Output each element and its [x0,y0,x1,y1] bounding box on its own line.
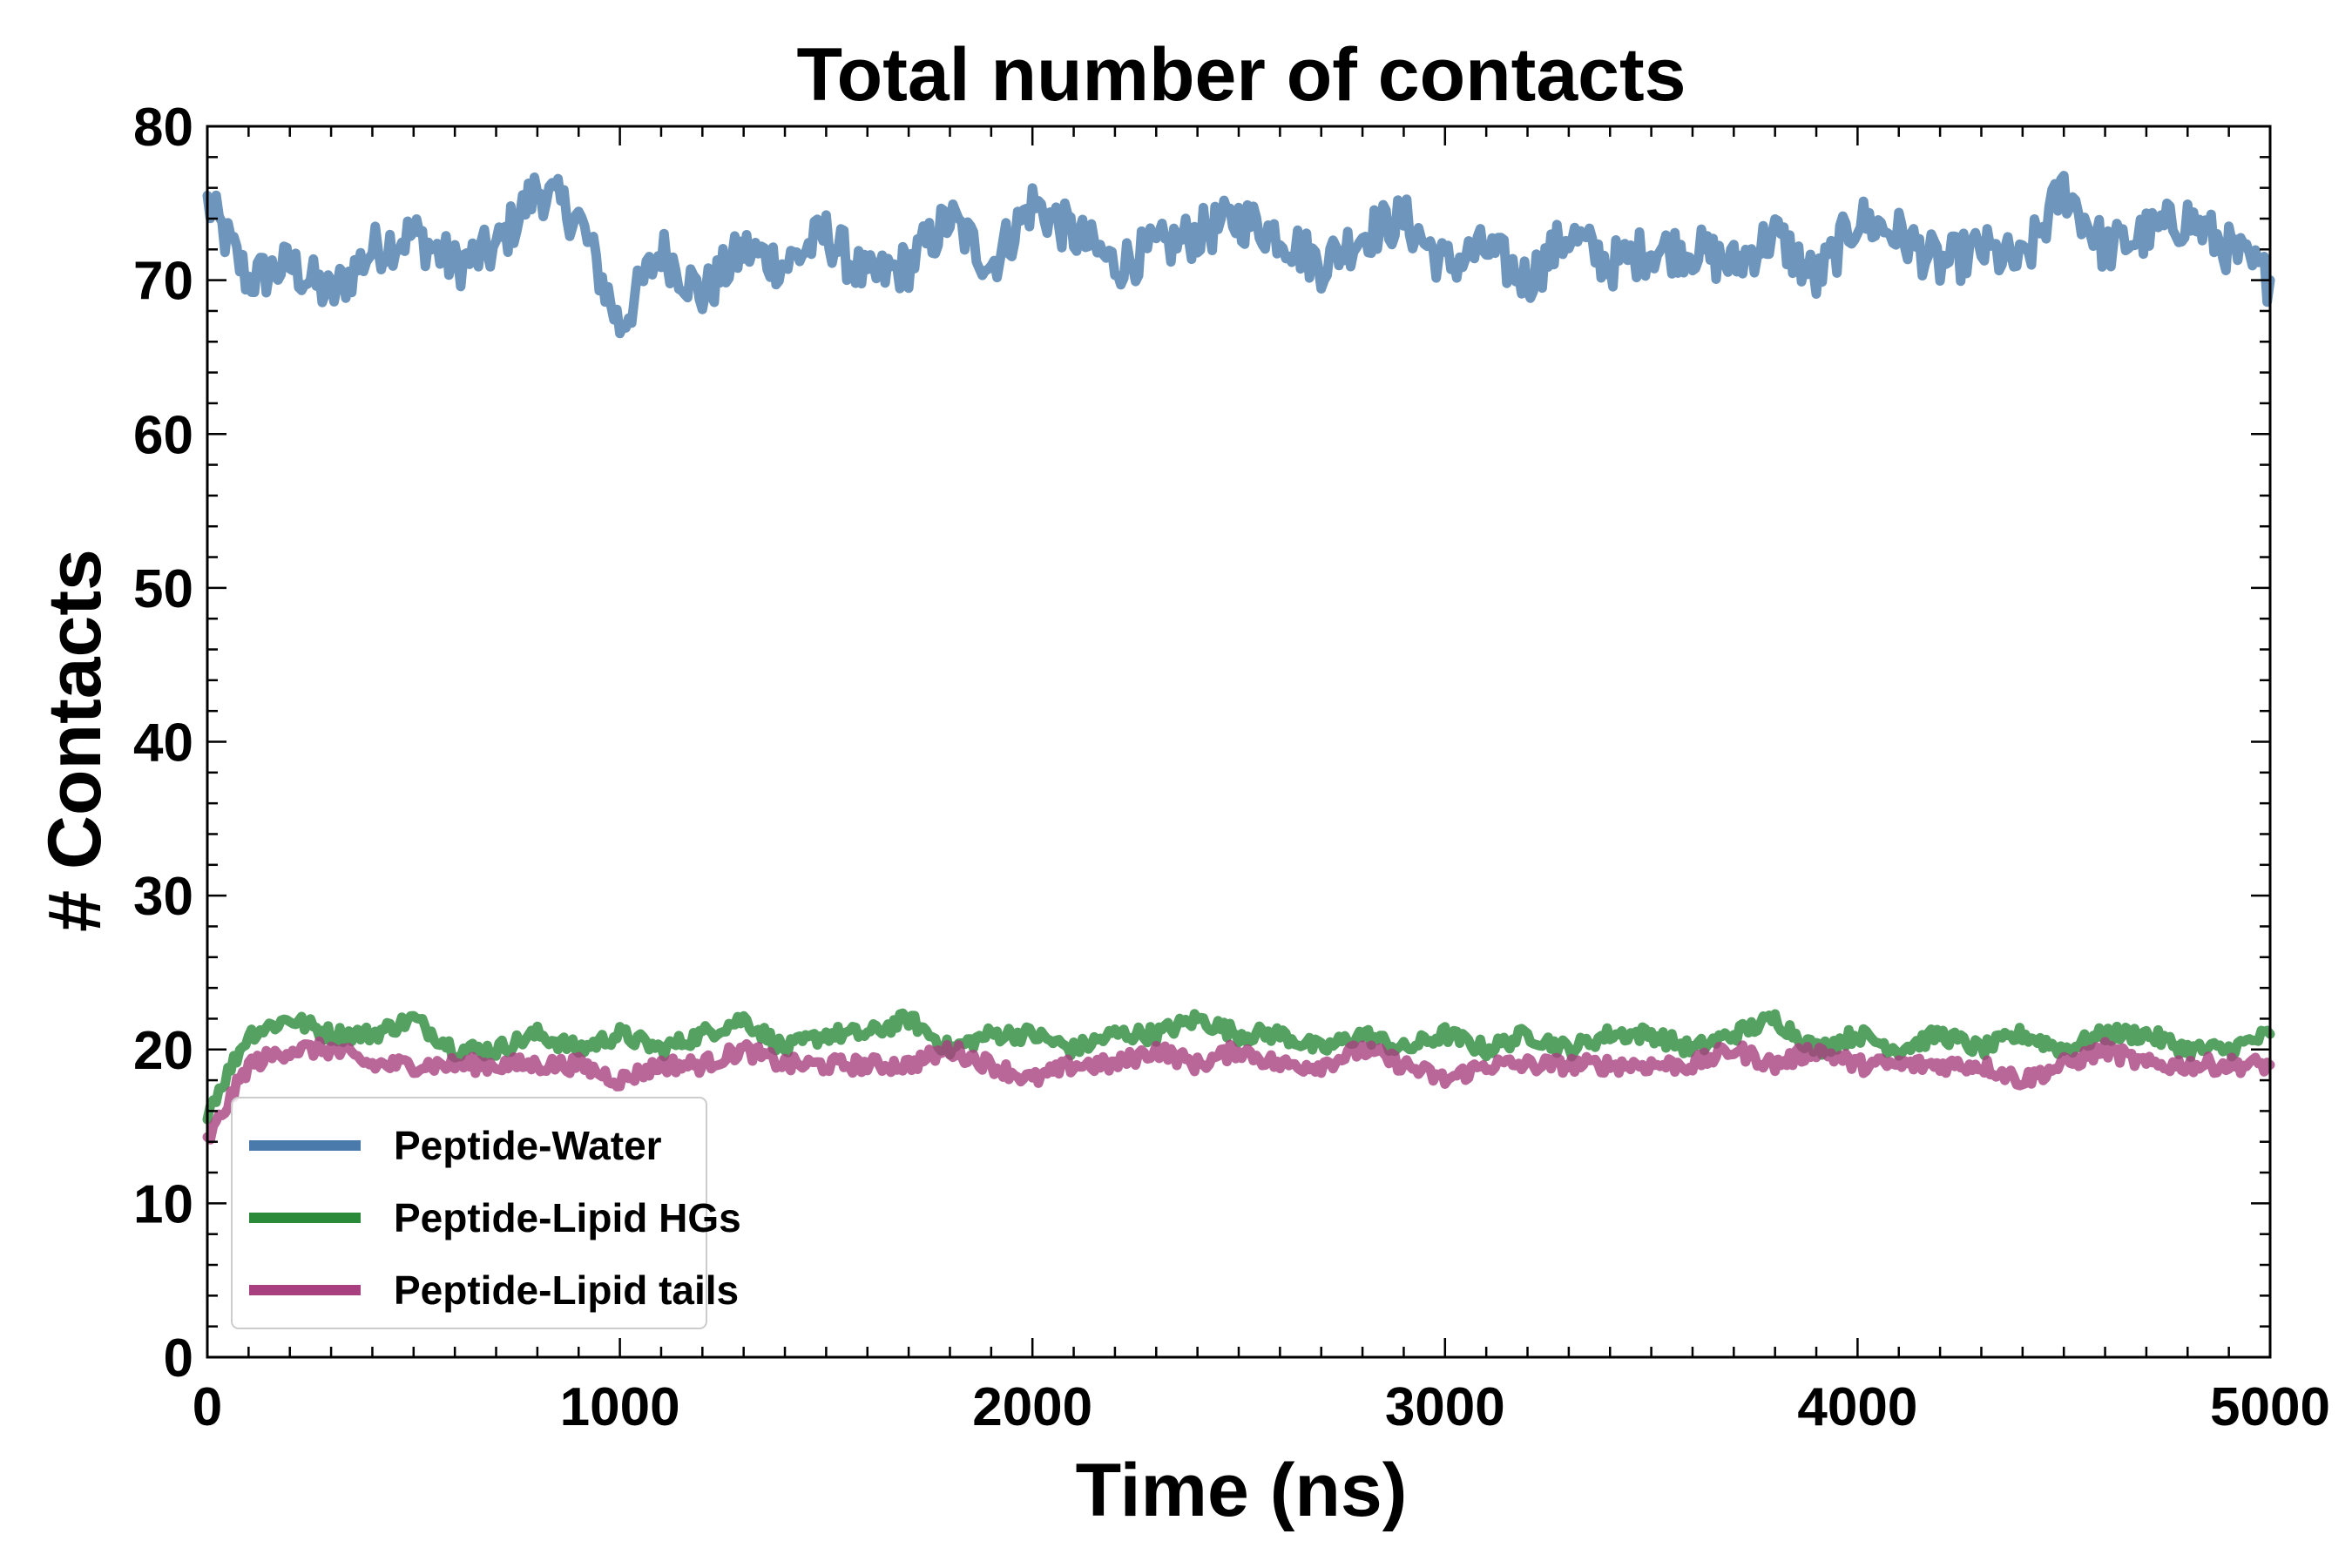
plot-area: 0 1000 2000 3000 4000 5000 0 10 20 30 40 50 60 70 80 Pe… [133,98,2330,1437]
x-axis-title: Time (ns) [1076,1449,1408,1532]
legend-label: Peptide-Lipid tails [394,1267,739,1313]
legend-label: Peptide-Lipid HGs [394,1195,741,1240]
chart-title: Total number of contacts [797,33,1686,117]
y-tick-label: 70 [133,252,193,312]
x-tick-label: 1000 [560,1377,680,1437]
series-line-peptide-lipid-hgs [202,1008,2275,1125]
y-tick-label: 60 [133,405,193,465]
y-tick-label: 50 [133,559,193,619]
series-line-peptide-water [202,171,2275,339]
x-tick-label: 4000 [1797,1377,1917,1437]
y-tick-label: 80 [133,98,193,158]
x-tick-label: 0 [193,1377,222,1437]
series-line-peptide-lipid-tails [202,1036,2275,1145]
y-axis-title: # Contacts [33,549,117,932]
y-tick-label: 10 [133,1174,193,1234]
x-tick-label: 3000 [1385,1377,1505,1437]
y-tick-label: 40 [133,713,193,774]
x-tick-label: 5000 [2210,1377,2330,1437]
y-tick-label: 30 [133,867,193,927]
y-tick-label: 0 [164,1328,193,1389]
y-tick-label: 20 [133,1021,193,1081]
x-tick-label: 2000 [972,1377,1092,1437]
legend-box [231,1097,707,1329]
legend-label: Peptide-Water [394,1123,662,1168]
